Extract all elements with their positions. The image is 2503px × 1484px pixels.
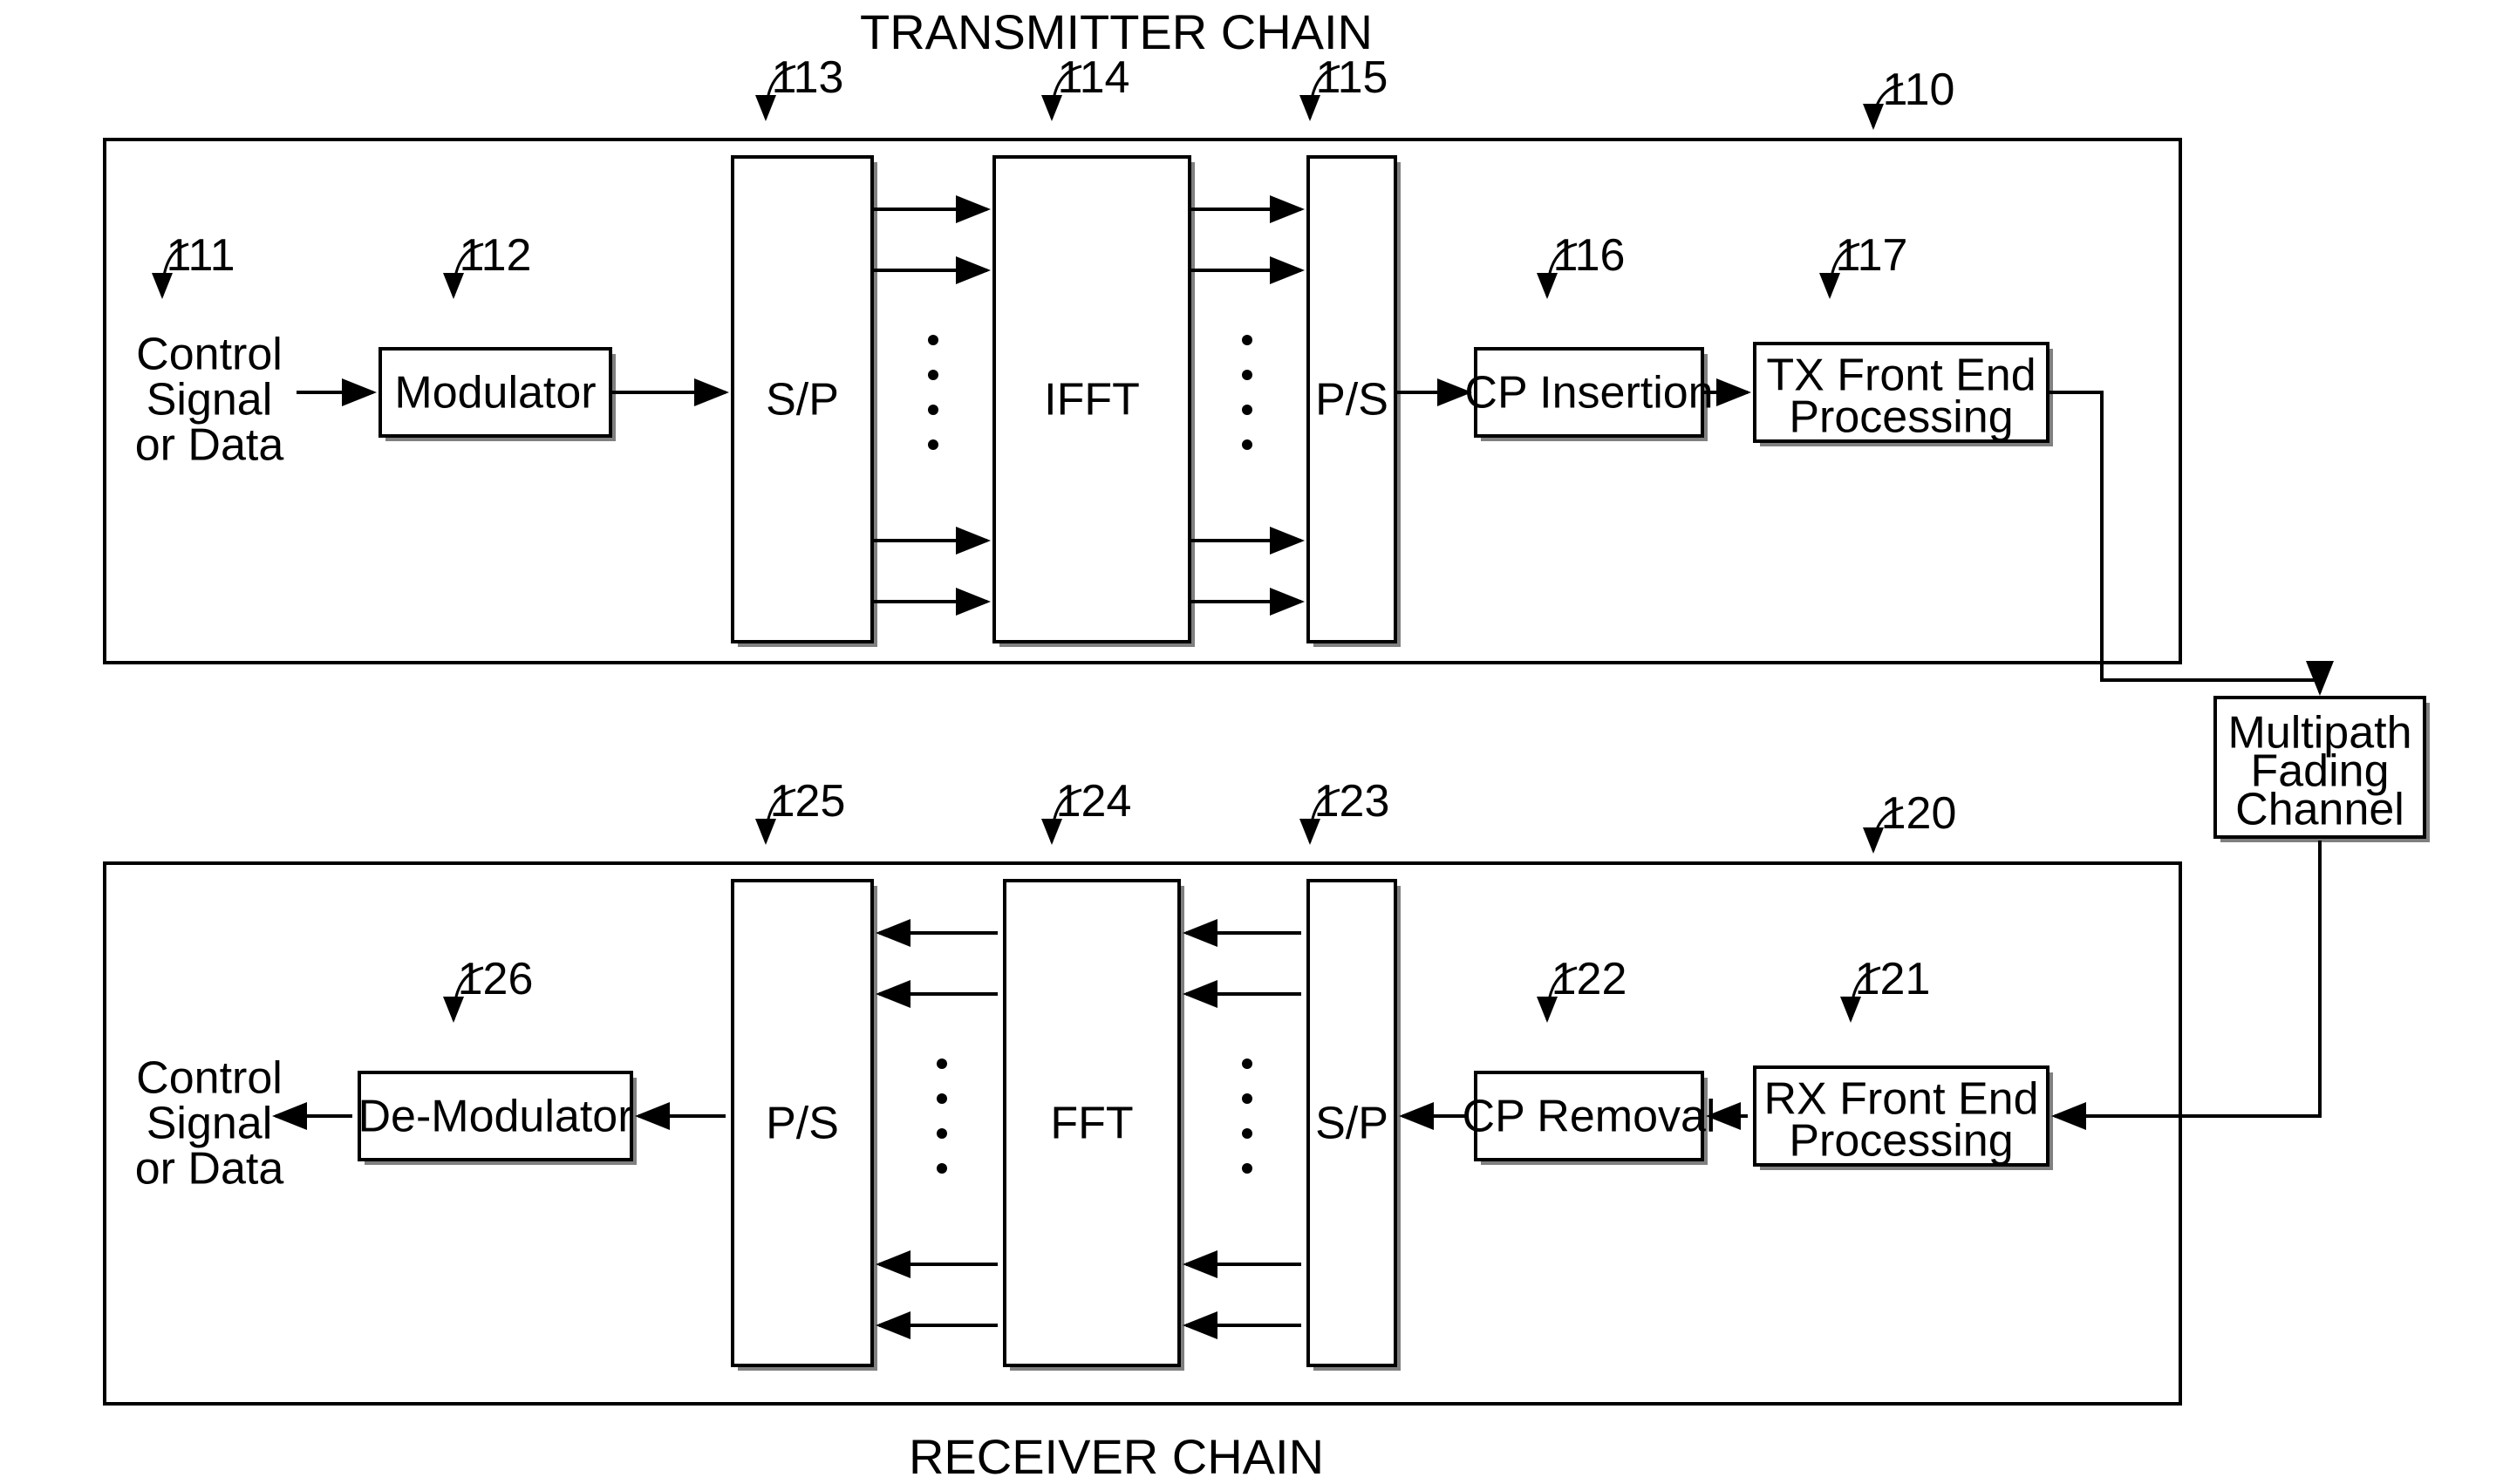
rx-front-end-line: Processing (1789, 1116, 2013, 1167)
tx-ps-label: P/S (1315, 375, 1388, 425)
path-channel-to-rx (2055, 841, 2320, 1116)
ref-121: 121 (1855, 954, 1931, 1004)
ellipsis-dot (1242, 335, 1252, 345)
ellipsis-dot (1242, 405, 1252, 415)
ellipsis-dot (928, 405, 938, 415)
rx-fft-label: FFT (1050, 1099, 1133, 1149)
tx-ifft-label: IFFT (1044, 375, 1140, 425)
ref-112: 112 (460, 230, 532, 281)
rx-sp-label: S/P (1315, 1099, 1388, 1149)
block-diagram: TRANSMITTER CHAIN RECEIVER CHAIN 110 120 Con… (0, 0, 2503, 1484)
ref-115: 115 (1316, 52, 1388, 103)
ellipsis-dot (1242, 370, 1252, 380)
ellipsis-dot (1242, 1059, 1252, 1069)
rx-output-line: or Data (135, 1144, 284, 1195)
ref-125: 125 (770, 776, 846, 827)
ref-120: 120 (1881, 788, 1957, 839)
tx-modulator-label: Modulator (394, 368, 596, 419)
ellipsis-dot (1242, 1093, 1252, 1104)
ellipsis-dot (937, 1093, 947, 1104)
channel-line: Channel (2235, 785, 2404, 835)
ellipsis-dot (928, 439, 938, 450)
rx-output-line: Signal (147, 1099, 273, 1149)
rx-output-line: Control (136, 1053, 283, 1104)
title-bottom: RECEIVER CHAIN (909, 1429, 1324, 1484)
tx-sp-label: S/P (766, 375, 839, 425)
ellipsis-dot (937, 1128, 947, 1139)
title-top: TRANSMITTER CHAIN (860, 4, 1373, 59)
ref-126: 126 (458, 954, 534, 1004)
tx-input-line: Control (136, 330, 283, 380)
ref-123: 123 (1314, 776, 1390, 827)
ref-114: 114 (1058, 52, 1130, 103)
ellipsis-dot (937, 1163, 947, 1174)
path-tx-to-channel (2048, 392, 2320, 692)
tx-input-line: Signal (147, 375, 273, 425)
ref-110: 110 (1883, 65, 1955, 115)
tx-input-line: or Data (135, 420, 284, 471)
tx-cp-insertion-label: CP Insertion (1464, 368, 1713, 419)
ref-124: 124 (1056, 776, 1132, 827)
ellipsis-dot (1242, 1163, 1252, 1174)
ref-117: 117 (1836, 230, 1908, 281)
rx-cp-removal-label: CP Removal (1463, 1092, 1716, 1142)
ref-113: 113 (772, 52, 844, 103)
ellipsis-dot (937, 1059, 947, 1069)
ref-122: 122 (1552, 954, 1627, 1004)
ref-116: 116 (1553, 230, 1626, 281)
ellipsis-dot (928, 335, 938, 345)
ellipsis-dot (928, 370, 938, 380)
rx-ps-label: P/S (766, 1099, 839, 1149)
rx-demodulator-label: De-Modulator (358, 1092, 632, 1142)
tx-front-end-line: Processing (1789, 392, 2013, 443)
ellipsis-dot (1242, 1128, 1252, 1139)
ellipsis-dot (1242, 439, 1252, 450)
ref-111: 111 (166, 230, 235, 281)
